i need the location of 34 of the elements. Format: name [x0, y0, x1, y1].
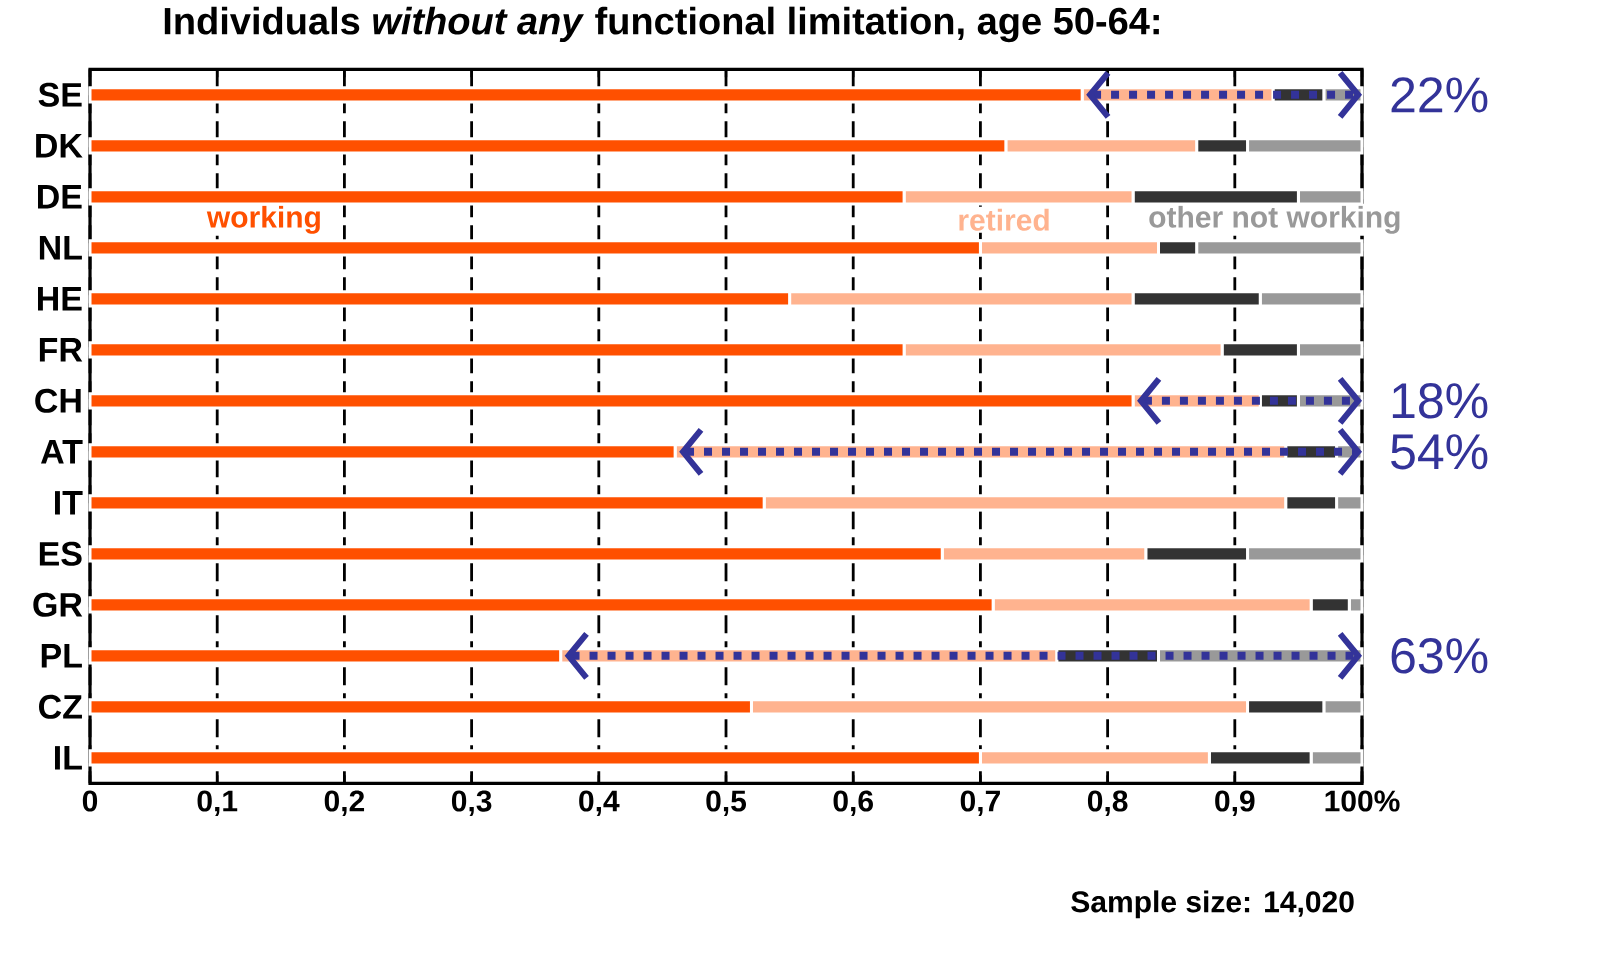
x-tick-label: 0,4 [579, 790, 620, 816]
x-tick-label: 100% [1325, 790, 1400, 812]
x-tick-label: 0,2 [324, 790, 365, 816]
text: Sample size: 14,020 [1071, 890, 1354, 919]
chart-title: Individuals without any functional limitation, age 50-64: [164, 6, 1159, 43]
y-tick-label: DK [36, 133, 83, 158]
y-tick-label: DE [38, 184, 82, 209]
series-label: working [206, 205, 320, 234]
series-label: retired [959, 208, 1049, 231]
text: 18% [1392, 382, 1488, 419]
x-tick-label: 0,3 [451, 790, 492, 816]
y-tick-label: NL [39, 235, 82, 260]
x-tick-label: 0,9 [1215, 790, 1255, 816]
series-label: other not working [1149, 205, 1400, 234]
y-tick-label: AT [40, 439, 83, 464]
x-tick-label: 0 [82, 790, 98, 812]
y-tick-label: HE [38, 286, 82, 311]
y-tick-label: IT [55, 490, 83, 515]
x-tick-label: 0,6 [833, 790, 873, 816]
y-tick-label: ES [39, 541, 82, 566]
y-tick-label: PL [41, 643, 82, 668]
y-tick-label: GR [33, 592, 83, 617]
y-tick-label: CH [35, 388, 81, 413]
x-tick-label: 0,8 [1087, 790, 1128, 816]
text: 22% [1391, 77, 1488, 113]
y-tick-label: IL [55, 745, 82, 770]
y-tick-label: CZ [39, 694, 82, 719]
y-tick-label: SE [38, 82, 82, 107]
x-tick-label: 0,5 [706, 790, 747, 816]
y-tick-label: FR [39, 337, 83, 362]
text: 54% [1391, 434, 1488, 470]
x-tick-label: 0,7 [960, 790, 1000, 816]
x-tick-label: 0,1 [197, 790, 238, 816]
text: 63% [1391, 637, 1488, 674]
